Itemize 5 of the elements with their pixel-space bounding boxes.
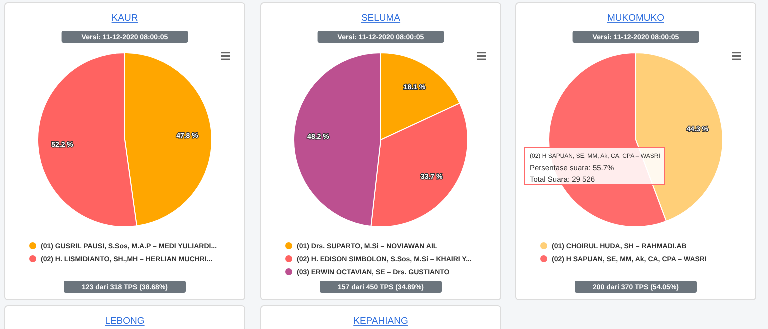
chart-title: SELUMA [361, 13, 402, 24]
chart-title: KAUR [112, 13, 138, 24]
text: KEPAHIANG [354, 316, 408, 327]
text: LEBONG [105, 316, 145, 327]
chart-title: MUKOMUKO [608, 13, 664, 24]
